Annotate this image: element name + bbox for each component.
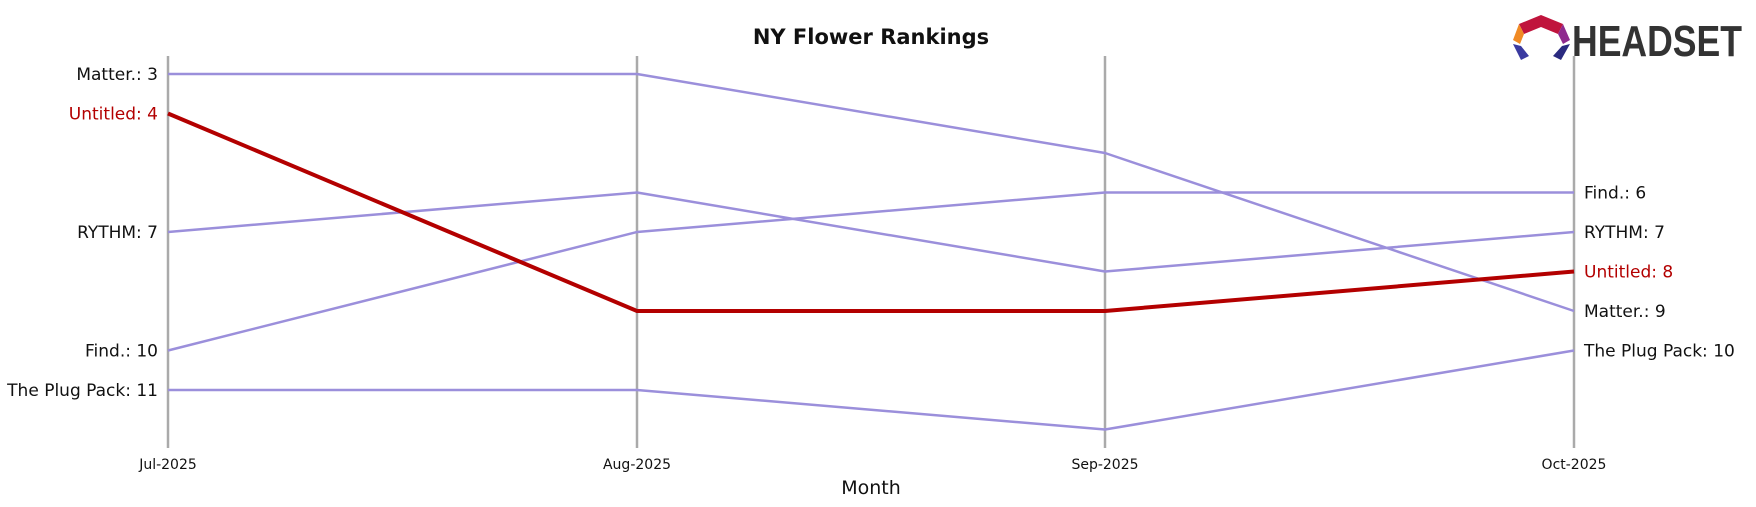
x-tick-label: Jul-2025	[138, 457, 197, 473]
start-label-the-plug-pack: The Plug Pack: 11	[6, 381, 158, 401]
end-label-the-plug-pack: The Plug Pack: 10	[1583, 342, 1735, 362]
series-line-untitled	[167, 111, 1575, 313]
start-label-rythm: RYTHM: 7	[77, 223, 158, 243]
x-tick-label: Aug-2025	[603, 457, 671, 473]
headset-logo: HEADSET	[1513, 15, 1742, 66]
end-label-untitled: Untitled: 8	[1584, 263, 1673, 283]
rank-labels: Matter.: 3 Matter.: 9 RYTHM: 7 RYTHM: 7 Find…	[6, 65, 1735, 401]
series-line-matter	[168, 72, 1575, 313]
series-line-the-plug-pack	[168, 349, 1575, 431]
month-axes	[166, 56, 1576, 448]
x-axis-label: Month	[841, 477, 901, 499]
end-label-rythm: RYTHM: 7	[1584, 223, 1665, 243]
x-tick-labels: Jul-2025 Aug-2025 Sep-2025 Oct-2025	[138, 457, 1606, 473]
x-tick-label: Sep-2025	[1071, 457, 1138, 473]
headset-logo-icon	[1513, 15, 1570, 60]
series-line-find	[167, 191, 1574, 352]
series-lines	[167, 72, 1575, 431]
logo-text: HEADSET	[1572, 17, 1742, 66]
start-label-find: Find.: 10	[85, 342, 158, 362]
chart-title: NY Flower Rankings	[753, 25, 989, 49]
x-tick-label: Oct-2025	[1542, 457, 1607, 473]
end-label-find: Find.: 6	[1584, 184, 1646, 204]
end-label-matter: Matter.: 9	[1584, 302, 1666, 322]
start-label-matter: Matter.: 3	[76, 65, 158, 85]
start-label-untitled: Untitled: 4	[69, 105, 158, 125]
